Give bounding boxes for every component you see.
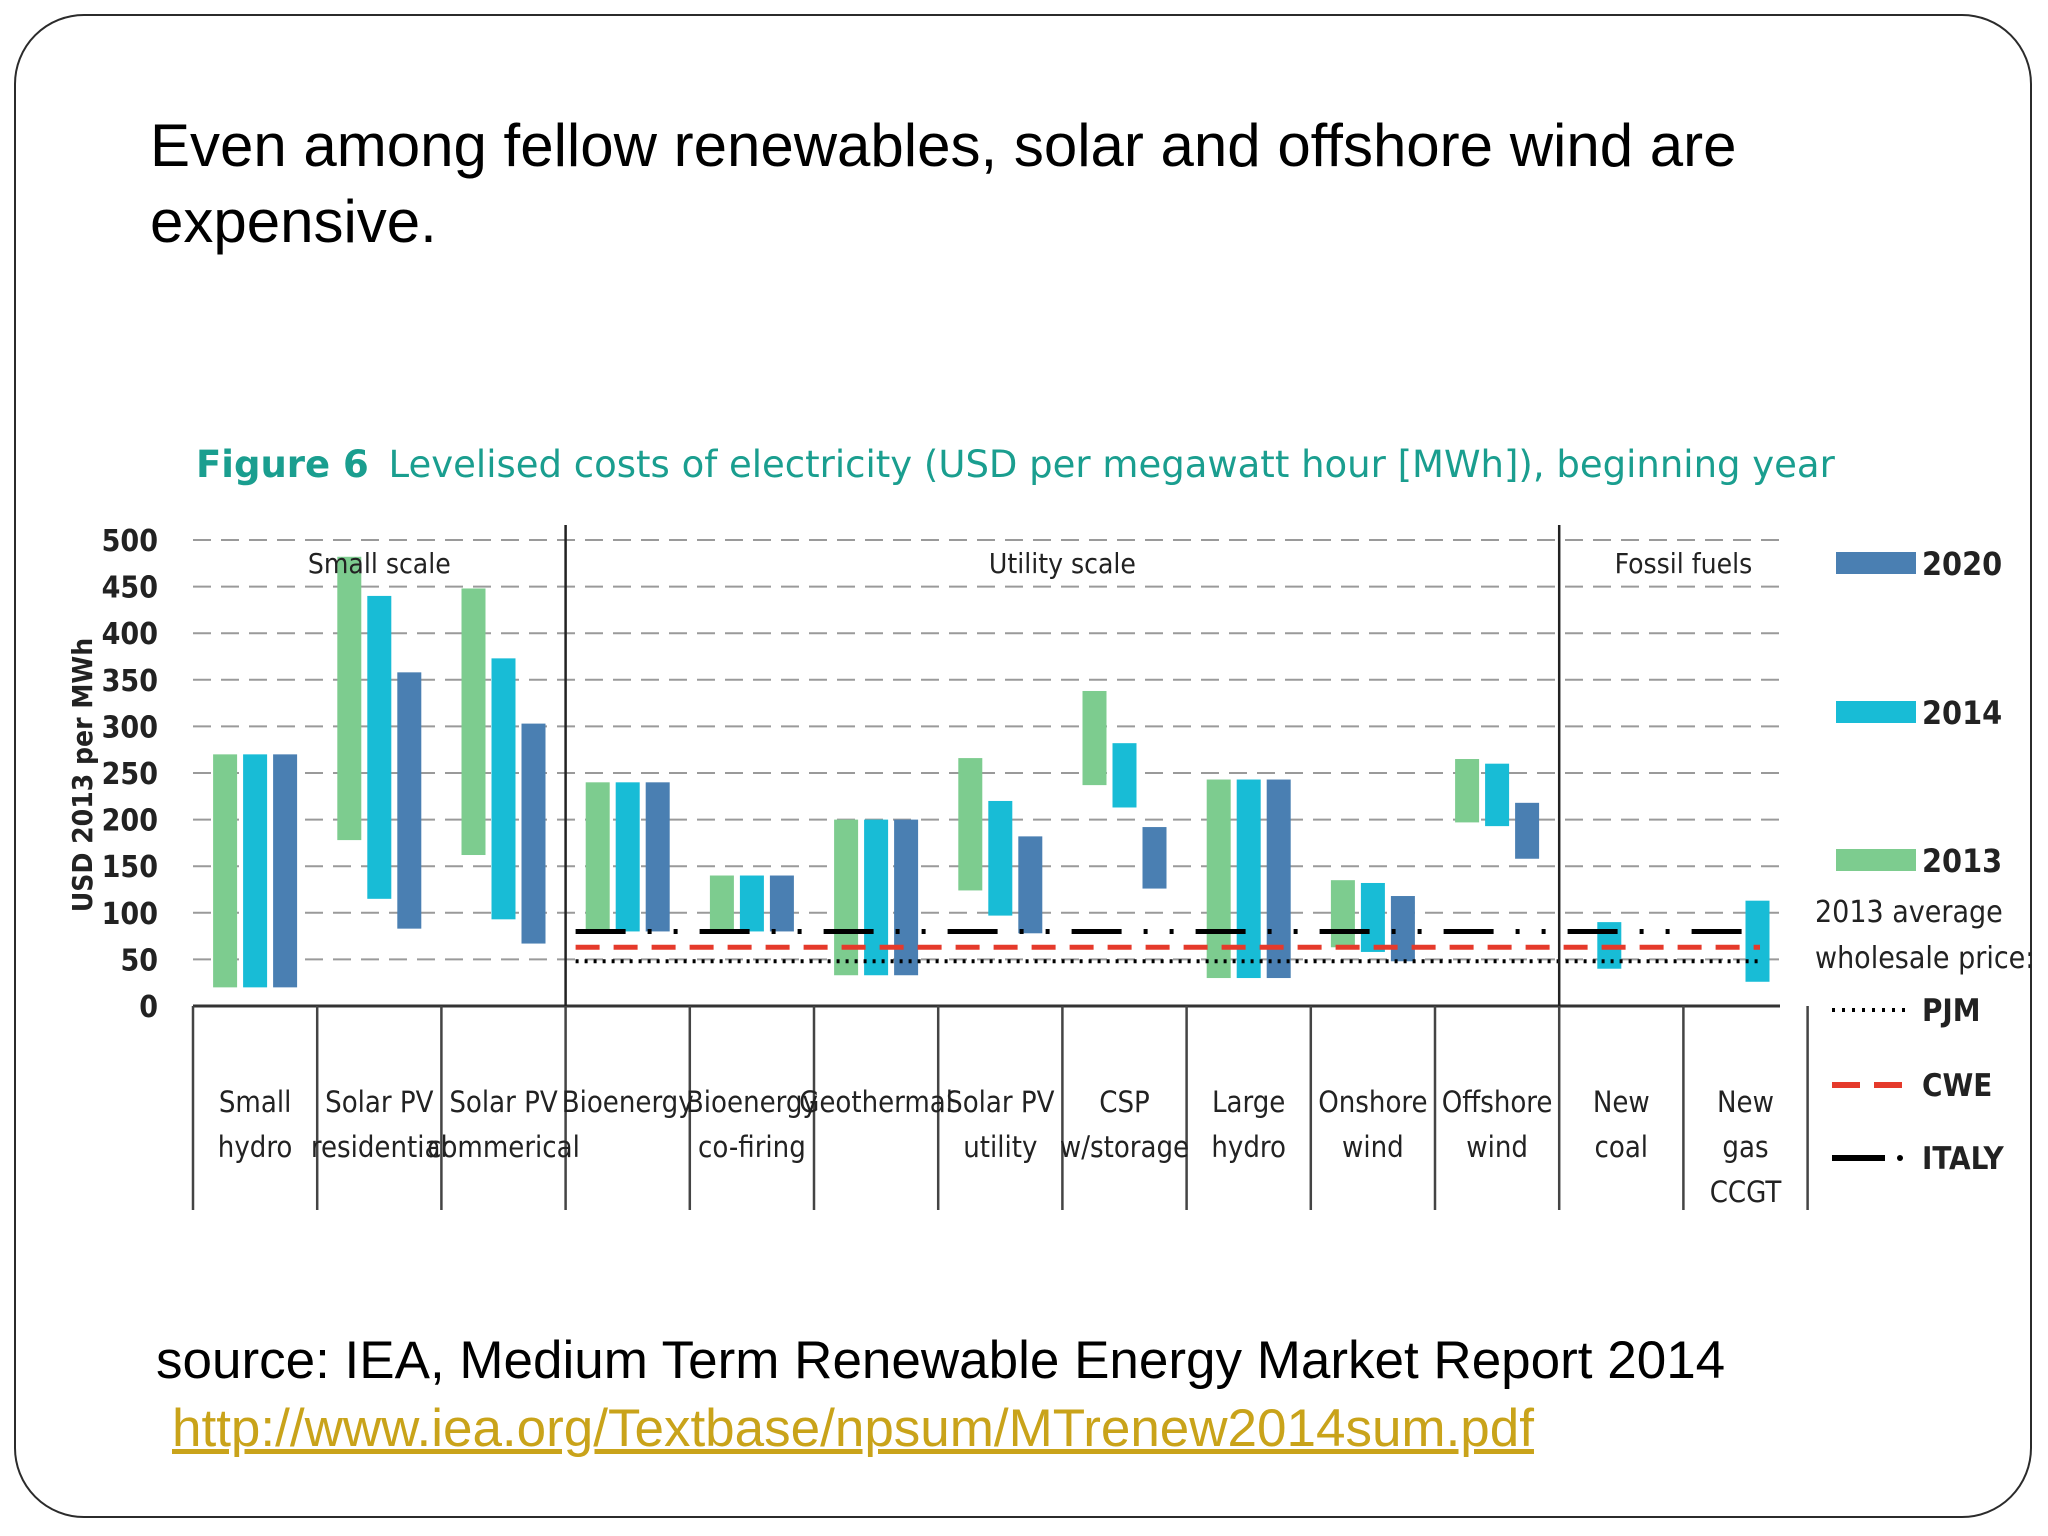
category-label: hydro xyxy=(218,1130,293,1164)
y-tick-label-450: 450 xyxy=(102,571,158,606)
category-label: Geothermal xyxy=(799,1085,953,1119)
category-label: Solar PV xyxy=(946,1085,1054,1119)
category-label: Small xyxy=(219,1085,291,1119)
category-label: Solar PV xyxy=(325,1085,433,1119)
chart-legend: 2020 2014 2013 2013 average wholesale price:… xyxy=(1815,545,2034,1177)
bar-2020 xyxy=(273,754,298,988)
category-label: co-firing xyxy=(698,1130,806,1164)
category-label: Bioenergy xyxy=(562,1085,694,1119)
bar-2020 xyxy=(521,723,546,944)
legend-label-2014: 2014 xyxy=(1922,694,2002,732)
bar-2020 xyxy=(1018,836,1043,934)
group-label: Utility scale xyxy=(989,547,1136,580)
legend-line-dot xyxy=(1897,1155,1903,1161)
group-label: Small scale xyxy=(308,547,451,580)
bar-2013 xyxy=(461,588,486,856)
category-label: Bioenergy xyxy=(686,1085,818,1119)
source-link[interactable]: http://www.iea.org/Textbase/npsum/MTrene… xyxy=(172,1399,1534,1458)
y-tick-label-300: 300 xyxy=(102,710,158,745)
legend-line-label-italy: ITALY xyxy=(1922,1141,2005,1177)
bar-2014 xyxy=(864,819,889,976)
figure-number: Figure 6 xyxy=(196,443,369,486)
y-tick-label-500: 500 xyxy=(102,524,158,559)
legend-title: wholesale price: xyxy=(1815,941,2034,976)
category-label: gas xyxy=(1722,1130,1768,1164)
bar-2014 xyxy=(1112,743,1137,808)
bar-2014 xyxy=(243,754,268,988)
bar-2013 xyxy=(213,754,238,988)
slide-title: Even among fellow renewables, solar and … xyxy=(150,112,1737,255)
bar-2020 xyxy=(1390,896,1415,962)
bar-2014 xyxy=(988,800,1013,916)
category-label: utility xyxy=(963,1130,1037,1164)
y-axis-title: USD 2013 per MWh xyxy=(66,638,99,912)
bar-2013 xyxy=(1455,759,1480,823)
bar-2014 xyxy=(367,595,392,899)
bar-2014 xyxy=(615,782,640,932)
chart-labels: 0 50 100 150 200 250 300 350 400 450 500 USD 2013 p… xyxy=(66,524,1782,1209)
figure-caption: Figure 6 Levelised costs of electricity … xyxy=(196,443,1835,486)
figure-caption-text: Levelised costs of electricity (USD per … xyxy=(388,443,1835,486)
legend-swatch-2014 xyxy=(1836,701,1916,723)
category-label: residential xyxy=(311,1130,448,1164)
bar-2020 xyxy=(769,875,794,932)
y-tick-label-50: 50 xyxy=(120,943,158,978)
legend-swatch-2020 xyxy=(1836,552,1916,574)
bar-2013 xyxy=(1082,690,1107,786)
y-tick-label-350: 350 xyxy=(102,664,158,699)
group-label: Fossil fuels xyxy=(1615,547,1753,580)
bar-2020 xyxy=(397,672,422,929)
y-tick-label-150: 150 xyxy=(102,850,158,885)
legend-line-label-pjm: PJM xyxy=(1922,993,1981,1029)
legend-line-label-cwe: CWE xyxy=(1922,1068,1992,1104)
bar-2014 xyxy=(739,875,764,932)
bar-2014 xyxy=(491,658,516,920)
category-label: wind xyxy=(1466,1130,1528,1164)
category-label: Offshore xyxy=(1442,1085,1553,1119)
category-label: Solar PV xyxy=(449,1085,557,1119)
chart-reference-lines xyxy=(575,928,1760,964)
legend-swatch-2013 xyxy=(1836,849,1916,871)
category-label: Large xyxy=(1212,1085,1285,1119)
chart-axes xyxy=(191,525,1809,1210)
category-label: commerical xyxy=(427,1130,580,1164)
bar-2014 xyxy=(1360,882,1385,952)
category-label: Onshore xyxy=(1318,1085,1427,1119)
bar-2013 xyxy=(709,875,734,932)
source-citation: source: IEA, Medium Term Renewable Energ… xyxy=(156,1331,1726,1390)
category-label: hydro xyxy=(1211,1130,1286,1164)
legend-title: 2013 average xyxy=(1815,895,2003,930)
y-tick-label-200: 200 xyxy=(102,804,158,839)
bar-2013 xyxy=(585,782,610,932)
bar-2014 xyxy=(1745,900,1770,982)
chart-bars xyxy=(213,556,1770,988)
bar-2020 xyxy=(645,782,670,932)
category-label: coal xyxy=(1595,1130,1649,1164)
category-label: CCGT xyxy=(1710,1175,1783,1209)
bar-2014 xyxy=(1485,763,1510,827)
bar-2013 xyxy=(337,556,362,841)
category-label: wind xyxy=(1342,1130,1404,1164)
bar-2020 xyxy=(1142,827,1167,889)
bar-2020 xyxy=(894,819,919,976)
legend-label-2020: 2020 xyxy=(1922,545,2002,583)
bar-2013 xyxy=(958,758,983,891)
y-tick-label-0: 0 xyxy=(139,990,158,1025)
legend-label-2013: 2013 xyxy=(1922,842,2002,880)
category-label: New xyxy=(1593,1085,1650,1119)
category-label: New xyxy=(1717,1085,1774,1119)
y-tick-label-250: 250 xyxy=(102,757,158,792)
bar-2020 xyxy=(1515,802,1540,859)
y-tick-label-400: 400 xyxy=(102,617,158,652)
bar-2013 xyxy=(834,819,859,976)
category-label: w/storage xyxy=(1060,1130,1189,1164)
category-label: CSP xyxy=(1099,1085,1150,1119)
chart-grid xyxy=(193,539,1780,961)
y-tick-label-100: 100 xyxy=(102,897,158,932)
bar-2013 xyxy=(1330,880,1355,948)
